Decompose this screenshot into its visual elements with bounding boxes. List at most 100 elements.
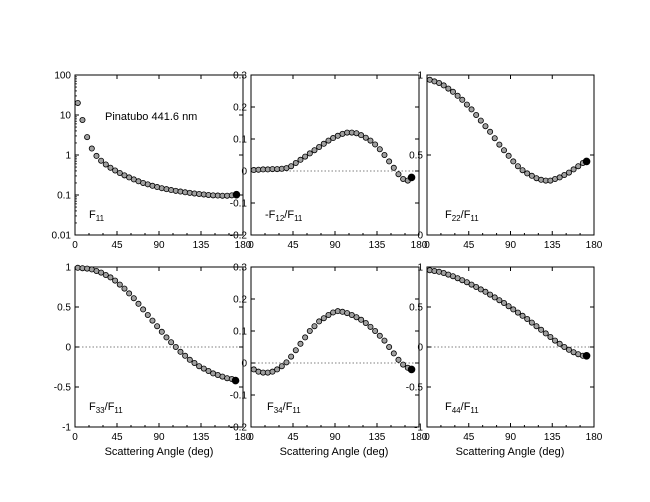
panel-5-data-point (292, 347, 299, 354)
panel-2-data-point (395, 171, 402, 178)
panel-6-y-tick-label: -1 (414, 423, 423, 434)
panel-5-data-point (302, 334, 309, 341)
panel-6-data-point (510, 306, 517, 313)
panel-5-x-tick-label: 180 (411, 432, 428, 443)
panel-5-data-point (278, 363, 285, 370)
panel-4-x-tick-label: 90 (153, 432, 165, 443)
panel-4-data-point (200, 365, 207, 372)
panel-5-data-point (306, 327, 313, 334)
panel-5-data-point (381, 337, 388, 344)
panel-4-x-tick-label: 180 (235, 432, 252, 443)
panel-6-data-point (501, 299, 508, 306)
panel-4-y-tick-label: 0 (65, 343, 71, 354)
panel-3-data-point (570, 166, 577, 173)
panel-6-data-point (533, 323, 540, 330)
panel-6-x-tick-label: 0 (424, 432, 430, 443)
panel-2-x-tick-label: 180 (411, 240, 428, 251)
panel-6-x-tick-label: 45 (463, 432, 475, 443)
panel-6-data-point (477, 286, 484, 293)
panel-3-data-point (528, 172, 535, 179)
panel-4-data-point (130, 295, 137, 302)
panel-1-data-point (84, 134, 91, 141)
panel-5-data-point (348, 311, 355, 318)
panel-2-data-point (372, 141, 379, 148)
panel-3-data-point (477, 117, 484, 124)
panel-6-data-point (565, 346, 572, 353)
panel-1-data-point (74, 99, 81, 106)
panel-4-data-point (102, 271, 109, 278)
panel-4-data-point (186, 356, 193, 363)
panel-1-data-point (112, 167, 119, 174)
panel-5-data-point (250, 366, 257, 373)
panel-4-data-point (168, 339, 175, 346)
panel-3-data-point (514, 163, 521, 170)
panel-4-data-point (196, 363, 203, 370)
panel-3-y-tick-label: 0 (417, 231, 423, 242)
panel-6-data-point (542, 330, 549, 337)
panel-6-y-tick-label: -0.5 (406, 383, 424, 394)
panel-3-x-tick-label: 45 (463, 240, 475, 251)
panel-2-data-point (306, 150, 313, 157)
panel-1-x-tick-label: 0 (72, 240, 78, 251)
panel-6-data-point (482, 288, 489, 295)
panel-2-data-point (330, 135, 337, 142)
panel-5-x-tick-label: 135 (369, 432, 386, 443)
panel-4-data-point (163, 334, 170, 341)
panel-6-x-tick-label: 180 (586, 432, 603, 443)
panel-5-y-tick-label: 0.3 (233, 263, 247, 274)
panel-5-data-point (269, 368, 276, 375)
panel-3-x-tick-label: 0 (424, 240, 430, 251)
panel-6-data-point (519, 312, 526, 319)
panel-1-x-tick-label: 180 (235, 240, 252, 251)
panel-5-data-point (288, 353, 295, 360)
panel-4-data-point (135, 300, 142, 307)
panel-5-data-point (395, 356, 402, 363)
panel-3-x-tick-label: 180 (586, 240, 603, 251)
panel-4-data-point (140, 306, 147, 313)
panel-5-data-point (362, 319, 369, 326)
panel-2-y-tick-label: -0.2 (230, 231, 248, 242)
panel-6-data-point (491, 294, 498, 301)
panel-1-y-tick-label: 10 (60, 111, 72, 122)
panel-2-frame (250, 74, 420, 236)
panel-6-data-point (468, 281, 475, 288)
panel-3-data-point (501, 147, 508, 154)
panel-2-x-tick-label: 90 (329, 240, 341, 251)
panel-1-data-point (93, 152, 100, 159)
panel-3-data-point (487, 128, 494, 135)
panel-6-x-tick-label: 135 (544, 432, 561, 443)
panel-6-data-point (524, 315, 531, 322)
panel-1-data-point (102, 161, 109, 168)
panel-1-y-tick-label: 0.01 (52, 231, 72, 242)
x-axis-label-2: Scattering Angle (deg) (280, 446, 389, 458)
panel-3-data-point (440, 82, 447, 89)
panel-6-data-point (514, 309, 521, 316)
panel-3-data-point (575, 163, 582, 170)
panel-3-end-point (582, 157, 591, 166)
panel-5-data-point (297, 340, 304, 347)
panel-2-data-point (362, 134, 369, 141)
panel-2-data-point (311, 147, 318, 154)
panel-2-label: -F12/F11 (265, 209, 303, 223)
panel-5-data-point (390, 350, 397, 357)
panel-6-data-point (496, 297, 503, 304)
x-axis-label-3: Scattering Angle (deg) (456, 446, 565, 458)
panel-6-y-tick-label: 1 (417, 263, 423, 274)
panel-2-x-tick-label: 45 (287, 240, 299, 251)
panel-6-x-tick-label: 90 (505, 432, 517, 443)
panel-2-x-tick-label: 0 (248, 240, 254, 251)
panel-4-data-point (149, 317, 156, 324)
panel-1-data-point (88, 145, 95, 152)
panel-2-data-point (390, 164, 397, 171)
panel-2-y-tick-label: 0 (241, 167, 247, 178)
panel-5-frame (250, 266, 420, 428)
panel-4-y-tick-label: -1 (62, 423, 71, 434)
panel-6-data-point (473, 283, 480, 290)
panel-4-end-point (231, 376, 240, 385)
panel-6-data-point (505, 303, 512, 310)
panel-4-x-tick-label: 45 (111, 432, 123, 443)
panel-3-data-point (449, 88, 456, 95)
panel-3-data-point (436, 80, 443, 87)
panel-5-data-point (386, 343, 393, 350)
panel-5-data-point (358, 316, 365, 323)
